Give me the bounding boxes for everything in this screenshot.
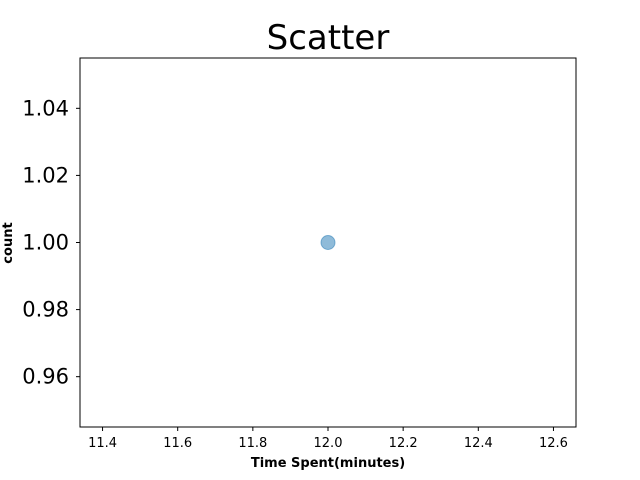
chart-title: Scatter bbox=[267, 18, 390, 58]
scatter-points bbox=[320, 235, 336, 250]
x-tick-label: 12.4 bbox=[464, 436, 493, 451]
y-tick-label: 1.04 bbox=[22, 96, 69, 120]
y-tick-label: 1.00 bbox=[22, 231, 69, 255]
x-tick-label: 12.6 bbox=[539, 436, 568, 451]
scatter-point bbox=[320, 235, 336, 250]
x-axis-label: Time Spent(minutes) bbox=[251, 456, 405, 471]
y-tick-label: 0.98 bbox=[22, 298, 69, 322]
x-tick-label: 12.0 bbox=[314, 436, 343, 451]
y-tick-label: 0.96 bbox=[22, 365, 69, 389]
y-axis-ticks: 0.96 0.98 1.00 1.02 1.04 bbox=[22, 96, 80, 389]
x-tick-label: 11.4 bbox=[88, 436, 117, 451]
y-tick-label: 1.02 bbox=[22, 163, 69, 187]
x-tick-label: 12.2 bbox=[389, 436, 418, 451]
x-tick-label: 11.6 bbox=[163, 436, 192, 451]
y-axis-label: count bbox=[1, 222, 16, 263]
x-axis-ticks: 11.4 11.6 11.8 12.0 12.2 12.4 12.6 bbox=[88, 427, 568, 451]
x-tick-label: 11.8 bbox=[238, 436, 267, 451]
